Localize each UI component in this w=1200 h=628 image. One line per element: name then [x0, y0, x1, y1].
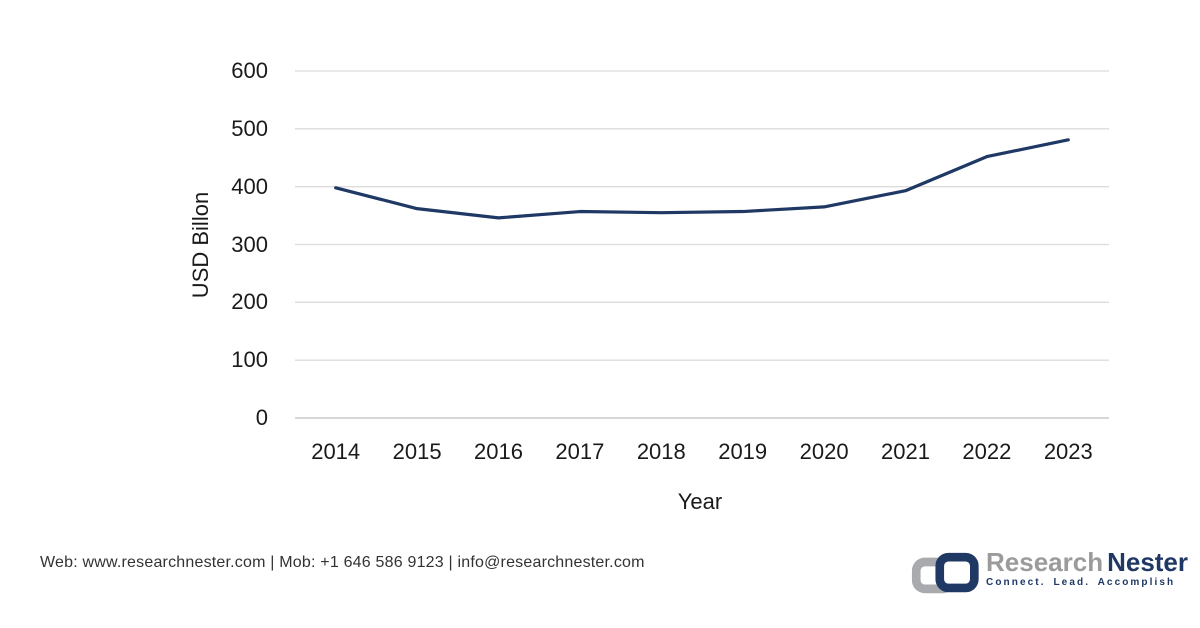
x-tick-label-2014: 2014: [311, 439, 361, 464]
line-chart: 0 100 200 300 400 500 600 2014 2015 2016 2017 2018…: [188, 58, 1109, 514]
x-tick-label-2020: 2020: [799, 439, 849, 464]
y-tick-label-100: 100: [231, 347, 268, 373]
logo-brand-research: Research: [986, 547, 1104, 577]
x-tick-label-2018: 2018: [636, 439, 686, 464]
research-nester-logo: Research Nester Connect. Lead. Accomplish: [908, 548, 1188, 600]
x-tick-label-2021: 2021: [881, 439, 930, 464]
y-tick-label-500: 500: [231, 115, 268, 141]
y-axis-title: USD Billon: [188, 191, 213, 299]
y-tick-label-200: 200: [231, 289, 268, 315]
x-tick-label-2023: 2023: [1043, 439, 1093, 464]
chain-links-icon: [911, 552, 979, 594]
x-tick-label-2019: 2019: [718, 439, 768, 464]
x-tick-label-2016: 2016: [474, 439, 523, 464]
x-tick-label-2017: 2017: [555, 439, 605, 464]
footer: Web: www.researchnester.com | Mob: +1 64…: [0, 540, 1200, 628]
y-tick-label-0: 0: [255, 405, 268, 430]
x-axis-title: Year: [677, 489, 723, 514]
logo-text: Research Nester Connect. Lead. Accomplish: [986, 548, 1188, 588]
x-tick-label-2015: 2015: [392, 439, 442, 464]
y-tick-label-600: 600: [231, 58, 268, 83]
y-tick-label-300: 300: [231, 231, 268, 257]
contact-info: Web: www.researchnester.com | Mob: +1 64…: [40, 554, 645, 571]
logo-brand: Research Nester: [986, 548, 1188, 576]
x-tick-label-2022: 2022: [962, 439, 1012, 464]
series-line: [334, 138, 1070, 220]
logo-brand-nester: Nester: [1107, 547, 1189, 577]
y-tick-label-400: 400: [231, 173, 268, 199]
logo-tagline: Connect. Lead. Accomplish: [986, 577, 1176, 588]
